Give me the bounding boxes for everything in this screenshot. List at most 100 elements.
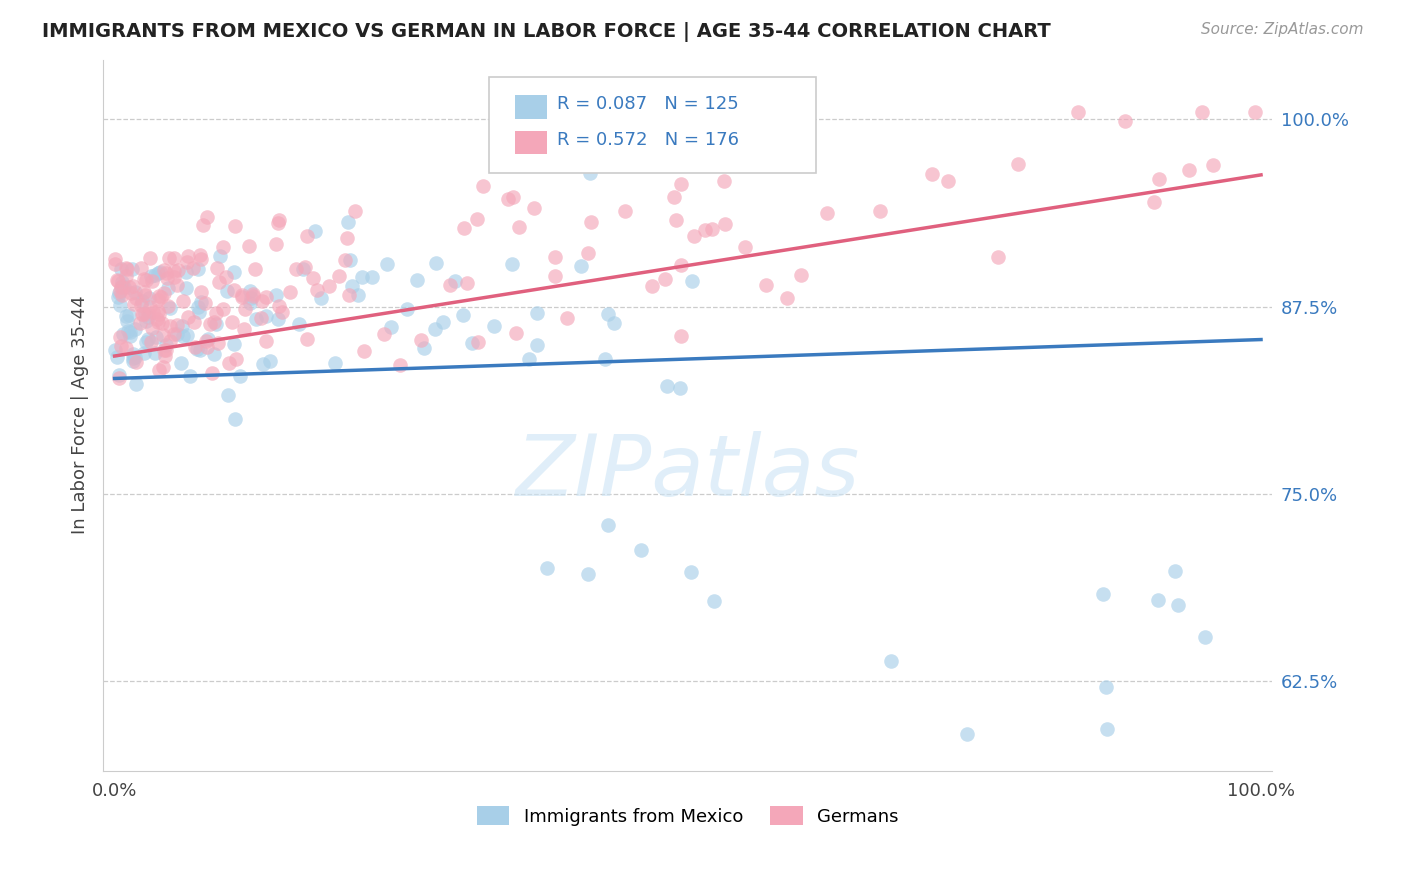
Point (135, 314, 157, 328)
Point (270, 305, 292, 319)
Point (217, 388, 239, 402)
Point (156, 271, 179, 285)
Point (576, 246, 599, 260)
Point (353, 343, 375, 358)
Point (815, 206, 838, 220)
Point (231, 290, 253, 304)
Point (439, 278, 461, 293)
Point (671, 258, 693, 272)
Point (221, 315, 243, 329)
Point (115, 341, 138, 355)
Point (412, 342, 434, 356)
Point (681, 274, 703, 288)
Point (187, 300, 209, 314)
Point (987, 250, 1010, 264)
Point (205, 261, 228, 276)
Point (208, 276, 231, 290)
Point (347, 287, 370, 301)
Point (669, 177, 692, 191)
Point (254, 290, 277, 304)
Point (453, 308, 475, 322)
Point (167, 263, 190, 277)
Point (194, 334, 217, 349)
Point (125, 376, 148, 391)
Point (224, 265, 246, 279)
Text: IMMIGRANTS FROM MEXICO VS GERMAN IN LABOR FORCE | AGE 35-44 CORRELATION CHART: IMMIGRANTS FROM MEXICO VS GERMAN IN LABO… (42, 22, 1050, 42)
Point (302, 271, 325, 285)
Point (197, 332, 219, 346)
Point (209, 249, 232, 263)
Point (218, 356, 240, 370)
Point (166, 326, 188, 341)
Text: R = 0.572   N = 176: R = 0.572 N = 176 (557, 131, 738, 149)
Point (267, 299, 290, 313)
Point (134, 272, 156, 286)
Point (149, 290, 172, 304)
Point (142, 305, 165, 319)
Point (233, 301, 256, 316)
Point (107, 290, 129, 304)
Point (304, 224, 326, 238)
Point (288, 317, 311, 331)
Point (526, 338, 548, 352)
Point (292, 261, 315, 276)
Point (159, 301, 181, 315)
Point (423, 321, 446, 335)
Point (936, 173, 959, 187)
Point (108, 285, 131, 300)
Point (229, 369, 252, 384)
Point (104, 257, 127, 271)
Point (146, 266, 169, 280)
Point (337, 215, 360, 229)
Point (295, 229, 318, 244)
Point (107, 274, 129, 288)
Point (155, 266, 177, 280)
Point (120, 325, 142, 339)
Point (869, 204, 891, 219)
Point (425, 256, 447, 270)
Point (307, 284, 329, 298)
Point (1202, 158, 1225, 172)
Point (336, 231, 359, 245)
Point (198, 318, 221, 332)
Point (614, 204, 637, 219)
Point (1007, 157, 1029, 171)
Point (309, 291, 332, 305)
Point (181, 261, 204, 276)
Point (544, 268, 567, 283)
Point (163, 269, 186, 284)
Point (156, 281, 179, 295)
Point (184, 340, 207, 354)
Point (188, 248, 211, 262)
Point (152, 360, 174, 375)
Point (665, 212, 688, 227)
Point (471, 178, 494, 193)
Point (128, 316, 150, 330)
Point (194, 296, 217, 310)
Point (569, 259, 592, 273)
Point (170, 356, 193, 370)
Point (245, 312, 267, 326)
Point (630, 543, 652, 558)
Point (432, 315, 454, 329)
Point (502, 190, 524, 204)
Point (482, 319, 505, 334)
Point (238, 239, 260, 253)
Point (146, 312, 169, 326)
Point (790, 268, 813, 282)
Point (240, 291, 263, 305)
Point (124, 285, 146, 300)
Point (544, 250, 567, 264)
Point (141, 274, 163, 288)
Point (555, 310, 578, 325)
Point (190, 343, 212, 357)
Point (294, 260, 316, 275)
Point (176, 281, 198, 295)
Point (195, 211, 218, 225)
Point (380, 320, 402, 334)
Point (112, 280, 135, 294)
Point (152, 328, 174, 343)
Point (212, 240, 235, 254)
Point (1191, 105, 1213, 120)
Point (145, 329, 167, 343)
